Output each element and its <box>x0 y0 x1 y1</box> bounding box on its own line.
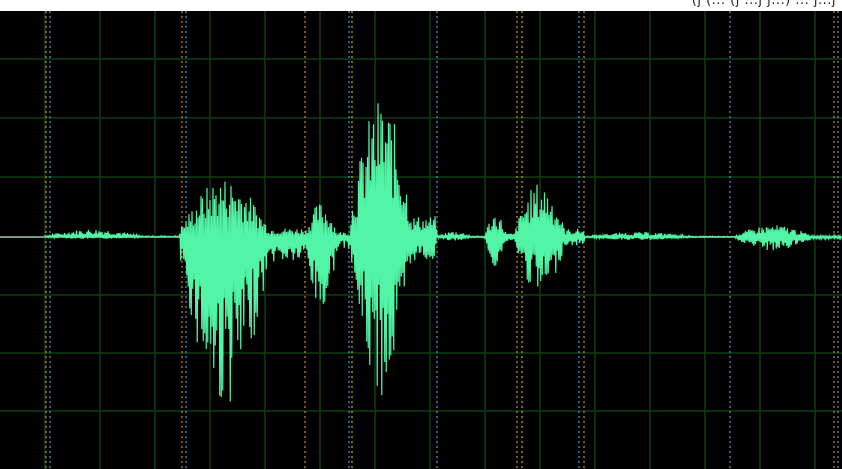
waveform-trace <box>0 103 842 402</box>
window-caption-strip: (j (... (j ...j j...) ... j...j <box>0 0 842 11</box>
segment-markers <box>45 11 839 469</box>
window-caption-text: (j (... (j ...j j...) ... j...j <box>691 0 836 8</box>
waveform-display[interactable] <box>0 11 842 469</box>
